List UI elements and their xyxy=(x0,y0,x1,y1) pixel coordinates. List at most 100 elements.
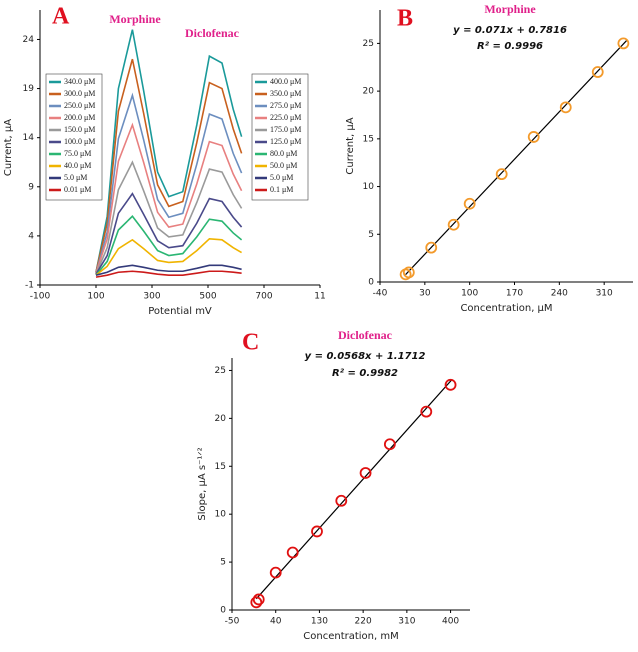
panel-letter: C xyxy=(242,330,259,356)
x-axis-label: Concentration, μM xyxy=(460,303,552,314)
equation: y = 0.071x + 0.7816 xyxy=(453,25,567,36)
x-tick-label: -100 xyxy=(30,292,51,302)
r2: R² = 0.9982 xyxy=(332,368,398,379)
curve xyxy=(95,270,242,278)
x-tick-label: 220 xyxy=(355,617,372,627)
y-tick-label: 25 xyxy=(363,39,374,49)
panel-letter: B xyxy=(397,6,413,32)
legend-label: 400.0 μM xyxy=(270,77,301,86)
r2: R² = 0.9996 xyxy=(477,41,543,52)
legend-label: 125.0 μM xyxy=(270,137,301,146)
legend-label: 150.0 μM xyxy=(64,125,95,134)
legend-label: 80.0 μM xyxy=(270,149,297,158)
y-tick-label: 20 xyxy=(215,414,227,424)
curve xyxy=(95,29,243,273)
x-tick-label: 100 xyxy=(87,292,104,302)
y-tick-label: 10 xyxy=(215,510,227,520)
legend-label: 350.0 μM xyxy=(270,89,301,98)
point xyxy=(591,66,604,78)
point xyxy=(335,494,348,507)
legend-label: 40.0 μM xyxy=(64,161,91,170)
x-tick-label: 310 xyxy=(398,617,415,627)
y-axis-label: Slope, μA s⁻¹ᐟ² xyxy=(197,447,208,520)
curve xyxy=(95,58,243,273)
point xyxy=(495,168,508,181)
legend-label: 275.0 μM xyxy=(270,101,301,110)
fit-line xyxy=(255,379,452,600)
x-tick-label: 310 xyxy=(596,289,613,299)
x-tick-label: 40 xyxy=(270,617,282,627)
point xyxy=(269,566,282,579)
y-tick-label: 10 xyxy=(363,182,375,192)
y-tick-label: 15 xyxy=(363,134,374,144)
equation: y = 0.0568x + 1.1712 xyxy=(305,351,426,362)
point xyxy=(444,378,457,391)
chart-title: Morphine xyxy=(484,2,536,16)
legend-label: 5.0 μM xyxy=(64,173,87,182)
x-tick-label: 300 xyxy=(143,292,160,302)
legend-label: 200.0 μM xyxy=(64,113,95,122)
legend-label: 300.0 μM xyxy=(64,89,95,98)
point xyxy=(286,546,299,559)
point xyxy=(559,101,572,114)
point xyxy=(463,197,476,210)
legend-label: 5.0 μM xyxy=(270,173,293,182)
legend-label: 100.0 μM xyxy=(64,137,95,146)
annotation: Morphine xyxy=(109,12,161,26)
y-tick-label: 25 xyxy=(215,366,226,376)
y-tick-label: -1 xyxy=(25,281,34,291)
y-tick-label: 20 xyxy=(363,87,375,97)
x-tick-label: -40 xyxy=(373,289,388,299)
y-axis-label: Current, μA xyxy=(345,117,356,174)
legend-label: 0.1 μM xyxy=(270,185,293,194)
curve xyxy=(95,122,243,274)
y-tick-label: 24 xyxy=(23,35,35,45)
legend-label: 340.0 μM xyxy=(64,77,95,86)
legend-label: 175.0 μM xyxy=(270,125,301,134)
legend-label: 0.01 μM xyxy=(64,185,91,194)
y-axis-label: Current, μA xyxy=(3,119,14,176)
y-tick-label: 9 xyxy=(28,182,34,192)
curve xyxy=(95,160,243,275)
x-tick-label: -50 xyxy=(225,617,240,627)
point xyxy=(359,467,372,479)
y-tick-label: 14 xyxy=(23,133,35,143)
x-tick-label: 130 xyxy=(311,617,328,627)
x-tick-label: 500 xyxy=(199,292,216,302)
x-tick-label: 240 xyxy=(551,289,568,299)
x-tick-label: 170 xyxy=(506,289,523,299)
legend-label: 250.0 μM xyxy=(64,101,95,110)
y-tick-label: 19 xyxy=(23,84,35,94)
annotation: Diclofenac xyxy=(185,26,240,40)
point xyxy=(447,218,460,231)
y-tick-label: 15 xyxy=(215,462,226,472)
curve xyxy=(95,215,243,276)
fit-line xyxy=(405,40,628,275)
y-tick-label: 4 xyxy=(28,231,34,241)
point xyxy=(420,405,433,418)
x-axis-label: Potential mV xyxy=(148,306,212,317)
y-tick-label: 0 xyxy=(368,278,374,288)
y-tick-label: 5 xyxy=(368,230,374,240)
x-tick-label: 700 xyxy=(255,292,272,302)
point xyxy=(402,266,415,279)
curve xyxy=(95,264,242,276)
curve xyxy=(95,192,243,275)
legend-label: 225.0 μM xyxy=(270,113,301,122)
point xyxy=(617,37,630,50)
y-tick-label: 0 xyxy=(220,606,226,616)
x-tick-label: 100 xyxy=(461,289,478,299)
x-tick-label: 30 xyxy=(419,289,431,299)
point xyxy=(250,596,263,609)
legend-label: 50.0 μM xyxy=(270,161,297,170)
legend-label: 75.0 μM xyxy=(64,149,91,158)
x-tick-label: 400 xyxy=(442,617,459,627)
curve xyxy=(95,238,243,276)
point xyxy=(383,438,396,451)
y-tick-label: 5 xyxy=(220,558,226,568)
point xyxy=(425,241,438,254)
point xyxy=(527,131,540,143)
chart-title: Diclofenac xyxy=(338,328,393,342)
point xyxy=(252,593,265,606)
